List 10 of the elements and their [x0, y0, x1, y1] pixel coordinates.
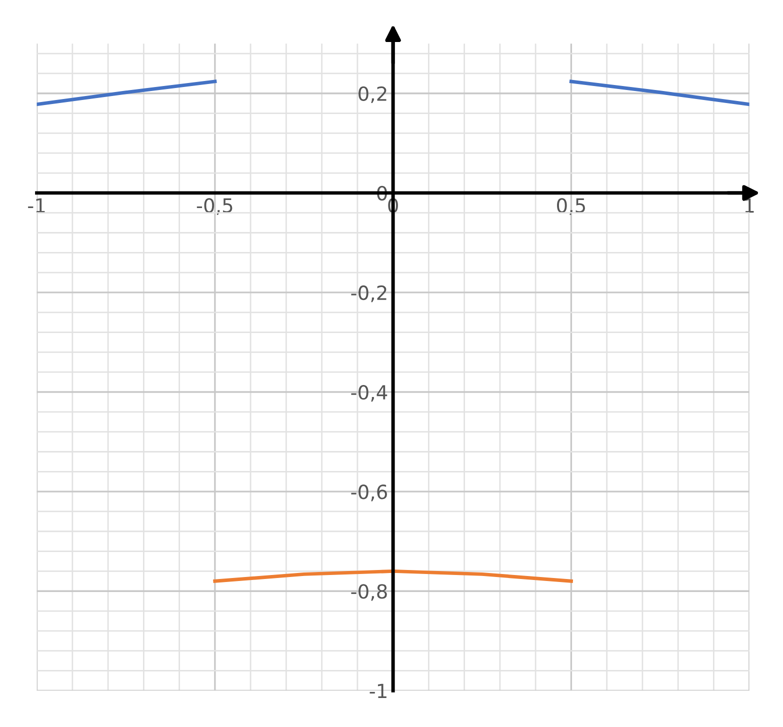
x-tick-label: 0,5	[557, 198, 585, 215]
y-tick-label: -0,4	[351, 384, 388, 402]
y-tick-label: 0,2	[358, 86, 386, 104]
x-tick-label: 1	[745, 198, 754, 213]
y-tick-label: -0,2	[351, 285, 386, 302]
y-tick-label: -0,8	[351, 584, 387, 601]
y-tick-label: -0,6	[351, 484, 387, 502]
x-tick-label: -0,5	[196, 198, 232, 215]
x-tick-label: -1	[28, 198, 45, 213]
y-tick-label: -1	[370, 684, 386, 698]
